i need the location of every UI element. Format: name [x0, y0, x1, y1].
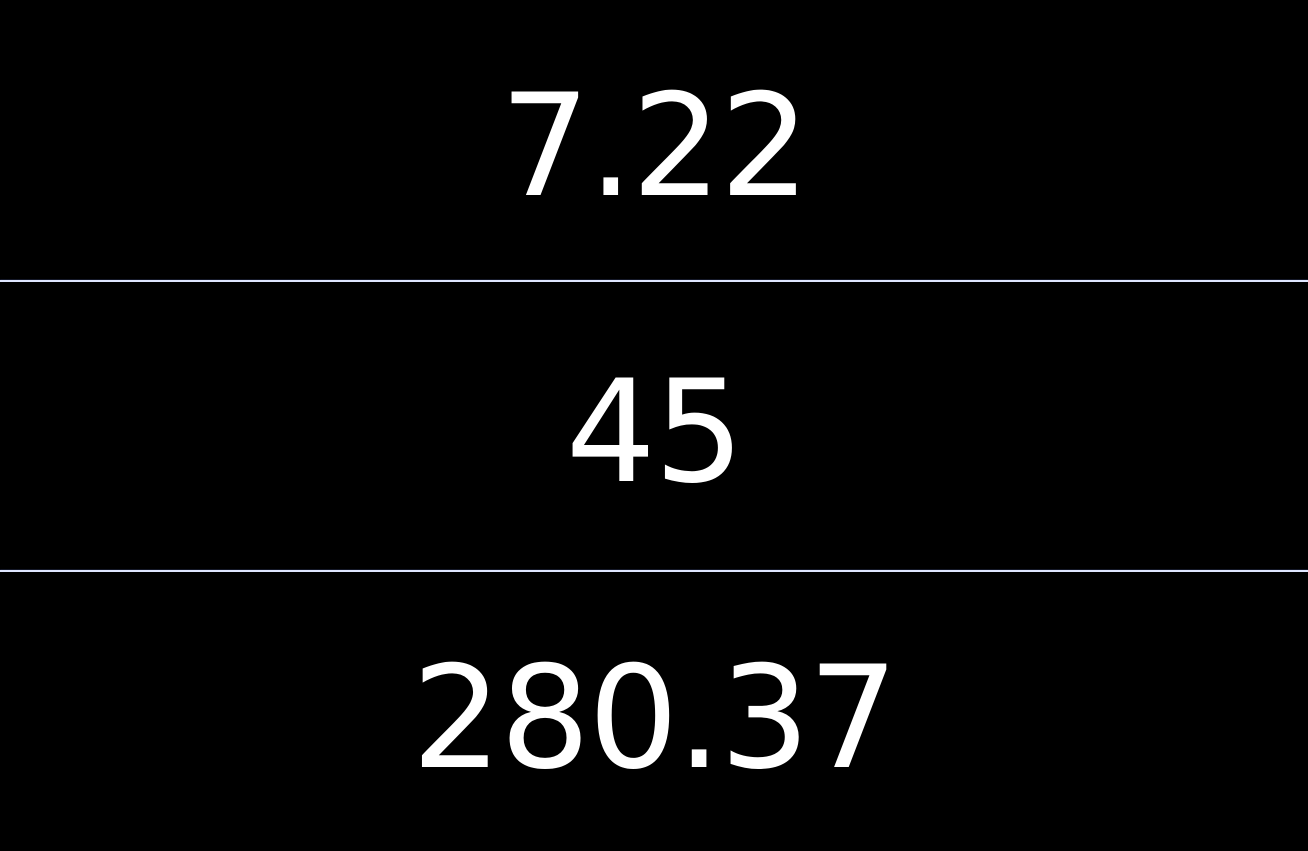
value-cell-2: 45	[0, 282, 1308, 570]
value-cell-1: 7.22	[0, 0, 1308, 280]
value-text-3: 280.37	[411, 635, 899, 801]
divider-1	[0, 280, 1308, 282]
value-cell-3: 280.37	[0, 572, 1308, 851]
divider-2	[0, 570, 1308, 572]
value-text-1: 7.22	[499, 64, 810, 229]
value-text-2: 45	[565, 350, 745, 515]
